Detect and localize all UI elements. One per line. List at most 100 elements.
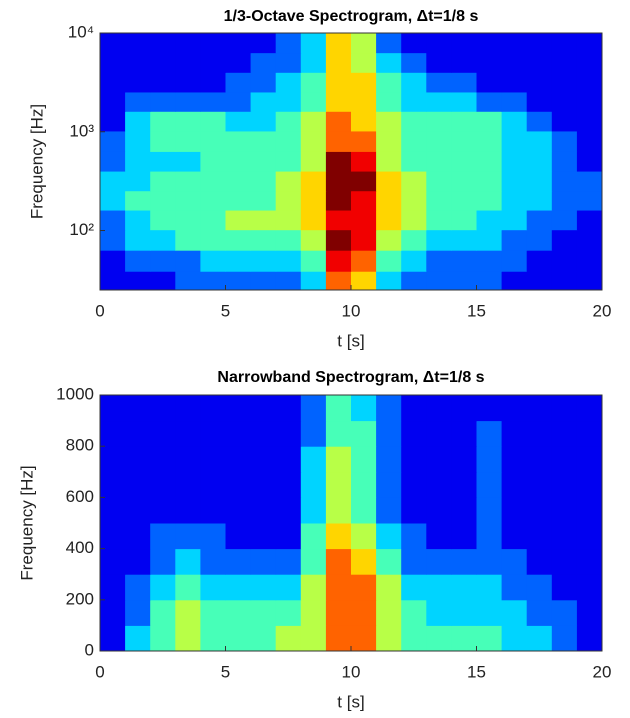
heatmap-cell (501, 446, 528, 473)
heatmap-cell (376, 523, 402, 550)
heatmap-cell (325, 171, 352, 192)
heatmap-cell (225, 574, 252, 601)
heatmap-cell (200, 548, 226, 575)
heatmap-cell (325, 33, 352, 54)
heatmap-cell (576, 171, 602, 192)
heatmap-cell (325, 523, 352, 550)
heatmap-cell (175, 111, 201, 132)
heatmap-cell (225, 497, 252, 524)
heatmap-cell (175, 271, 201, 290)
heatmap-cell (476, 151, 503, 172)
heatmap-cell (576, 33, 602, 54)
heatmap-cell (250, 171, 277, 192)
heatmap-cell (376, 52, 402, 73)
heatmap-cell (250, 52, 277, 73)
heatmap-cell (526, 599, 553, 626)
heatmap-cell (376, 250, 402, 272)
heatmap-cell (250, 395, 277, 422)
heatmap-cell (376, 471, 402, 498)
heatmap-cell (225, 72, 252, 93)
heatmap-cell (351, 171, 377, 192)
heatmap-cell (150, 91, 176, 112)
heatmap-cell (501, 33, 528, 54)
heatmap-cell (200, 171, 226, 192)
heatmap-cell (451, 471, 477, 498)
heatmap-cell (125, 111, 151, 132)
heatmap-cell (300, 111, 327, 132)
heatmap-cell (526, 33, 553, 54)
heatmap-cell (426, 271, 452, 290)
heatmap-cell (576, 130, 602, 152)
heatmap-cell (300, 523, 327, 550)
heatmap-cell (376, 574, 402, 601)
heatmap-cell (150, 574, 176, 601)
heatmap-cell (401, 471, 427, 498)
heatmap (100, 33, 602, 290)
heatmap-cell (100, 574, 126, 601)
heatmap-cell (300, 130, 327, 152)
heatmap-cell (551, 523, 578, 550)
heatmap-cell (351, 210, 377, 231)
heatmap-cell (426, 599, 452, 626)
heatmap-cell (376, 91, 402, 112)
heatmap-cell (150, 523, 176, 550)
heatmap-cell (125, 52, 151, 73)
heatmap-cell (200, 111, 226, 132)
heatmap-cell (551, 395, 578, 422)
x-tick-label: 15 (467, 301, 486, 320)
heatmap-cell (376, 548, 402, 575)
heatmap-cell (175, 574, 201, 601)
heatmap-cell (351, 72, 377, 93)
heatmap-cell (426, 471, 452, 498)
heatmap-cell (250, 420, 277, 447)
heatmap-cell (300, 395, 327, 422)
heatmap-cell (225, 446, 252, 473)
heatmap-cell (250, 471, 277, 498)
heatmap-cell (576, 471, 602, 498)
heatmap-cell (200, 190, 226, 211)
heatmap-cell (150, 111, 176, 132)
y-tick-label: 400 (66, 538, 94, 557)
heatmap-cell (576, 420, 602, 447)
heatmap-cell (250, 210, 277, 231)
heatmap-cell (501, 271, 528, 290)
heatmap-cell (100, 471, 126, 498)
heatmap-cell (576, 111, 602, 132)
heatmap-cell (175, 523, 201, 550)
heatmap-cell (325, 271, 352, 290)
heatmap-cell (125, 523, 151, 550)
heatmap-cell (150, 52, 176, 73)
heatmap-cell (300, 229, 327, 251)
heatmap-cell (125, 210, 151, 231)
heatmap-cell (125, 190, 151, 211)
heatmap-cell (476, 271, 503, 290)
heatmap-cell (175, 395, 201, 422)
heatmap-cell (150, 171, 176, 192)
heatmap-cell (401, 111, 427, 132)
heatmap-cell (501, 497, 528, 524)
heatmap-cell (275, 250, 302, 272)
heatmap-cell (275, 446, 302, 473)
heatmap-cell (250, 574, 277, 601)
heatmap-cell (100, 91, 126, 112)
heatmap-cell (300, 210, 327, 231)
heatmap-cell (325, 229, 352, 251)
heatmap-cell (225, 250, 252, 272)
heatmap-cell (200, 151, 226, 172)
heatmap-cell (551, 446, 578, 473)
heatmap-cell (401, 229, 427, 251)
heatmap-cell (175, 33, 201, 54)
heatmap-cell (576, 151, 602, 172)
heatmap-cell (576, 548, 602, 575)
heatmap-cell (200, 523, 226, 550)
heatmap-cell (576, 625, 602, 651)
heatmap-cell (225, 548, 252, 575)
heatmap-cell (100, 72, 126, 93)
heatmap-cell (150, 548, 176, 575)
heatmap-cell (526, 72, 553, 93)
heatmap-cell (275, 171, 302, 192)
heatmap-cell (351, 33, 377, 54)
heatmap-cell (200, 210, 226, 231)
x-tick-label: 10 (342, 662, 361, 681)
heatmap-cell (476, 229, 503, 251)
